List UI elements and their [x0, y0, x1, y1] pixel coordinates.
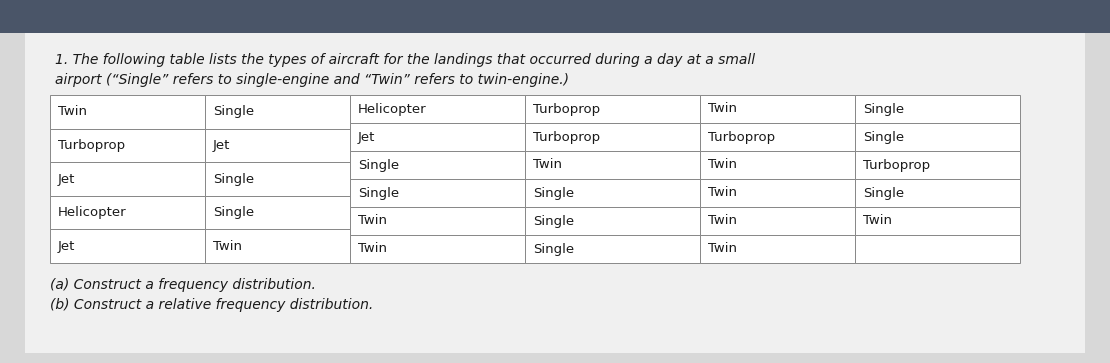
Bar	[205, 129, 350, 162]
Bar	[205, 95, 350, 129]
Text: Single: Single	[213, 105, 254, 118]
Text: Twin: Twin	[708, 187, 737, 200]
Text: Single: Single	[213, 206, 254, 219]
Text: Single: Single	[533, 242, 574, 256]
Text: Single: Single	[359, 159, 400, 171]
Bar	[205, 162, 350, 196]
Bar	[855, 151, 1020, 179]
Bar	[525, 235, 700, 263]
Bar	[855, 179, 1020, 207]
Text: Single: Single	[862, 131, 905, 143]
Bar	[525, 179, 700, 207]
Text: Helicopter: Helicopter	[58, 206, 127, 219]
Bar	[855, 207, 1020, 235]
Bar	[525, 151, 700, 179]
Bar	[50, 229, 205, 263]
Text: Jet: Jet	[213, 139, 231, 152]
Bar	[350, 235, 525, 263]
Bar	[205, 196, 350, 229]
Bar	[350, 151, 525, 179]
Bar	[350, 95, 525, 123]
Text: Turboprop: Turboprop	[533, 102, 601, 115]
Bar	[50, 196, 205, 229]
Bar	[0, 0, 1110, 33]
Bar	[700, 207, 855, 235]
Text: Single: Single	[533, 187, 574, 200]
Text: 1. The following table lists the types of aircraft for the landings that occurre: 1. The following table lists the types o…	[56, 53, 755, 67]
Text: Single: Single	[359, 187, 400, 200]
Text: (a) Construct a frequency distribution.: (a) Construct a frequency distribution.	[50, 278, 316, 292]
Bar	[350, 179, 525, 207]
Text: Twin: Twin	[708, 242, 737, 256]
Bar	[700, 235, 855, 263]
Text: Turboprop: Turboprop	[862, 159, 930, 171]
Bar	[855, 95, 1020, 123]
Text: Twin: Twin	[862, 215, 892, 228]
Text: Turboprop: Turboprop	[708, 131, 775, 143]
Text: Jet: Jet	[359, 131, 375, 143]
Text: Twin: Twin	[213, 240, 242, 253]
Bar	[50, 129, 205, 162]
Bar	[26, 33, 1084, 353]
Text: Turboprop: Turboprop	[58, 139, 125, 152]
Text: airport (“Single” refers to single-engine and “Twin” refers to twin-engine.): airport (“Single” refers to single-engin…	[56, 73, 569, 87]
Bar	[525, 123, 700, 151]
Text: Turboprop: Turboprop	[533, 131, 601, 143]
Text: Single: Single	[213, 172, 254, 185]
Bar	[525, 95, 700, 123]
Bar	[350, 207, 525, 235]
Text: Helicopter: Helicopter	[359, 102, 426, 115]
Bar	[700, 151, 855, 179]
Text: Twin: Twin	[58, 105, 87, 118]
Bar	[855, 123, 1020, 151]
Bar	[525, 207, 700, 235]
Bar	[50, 95, 205, 129]
Text: Jet: Jet	[58, 172, 75, 185]
Text: Single: Single	[862, 102, 905, 115]
Text: Single: Single	[533, 215, 574, 228]
Text: Twin: Twin	[359, 215, 387, 228]
Bar	[700, 179, 855, 207]
Bar	[350, 123, 525, 151]
Text: (b) Construct a relative frequency distribution.: (b) Construct a relative frequency distr…	[50, 298, 373, 312]
Bar	[205, 229, 350, 263]
Bar	[700, 123, 855, 151]
Text: Jet: Jet	[58, 240, 75, 253]
Bar	[50, 162, 205, 196]
Bar	[855, 235, 1020, 263]
Text: Twin: Twin	[708, 102, 737, 115]
Text: Twin: Twin	[708, 159, 737, 171]
Text: Twin: Twin	[359, 242, 387, 256]
Bar	[700, 95, 855, 123]
Text: Twin: Twin	[533, 159, 562, 171]
Text: Single: Single	[862, 187, 905, 200]
Text: Twin: Twin	[708, 215, 737, 228]
